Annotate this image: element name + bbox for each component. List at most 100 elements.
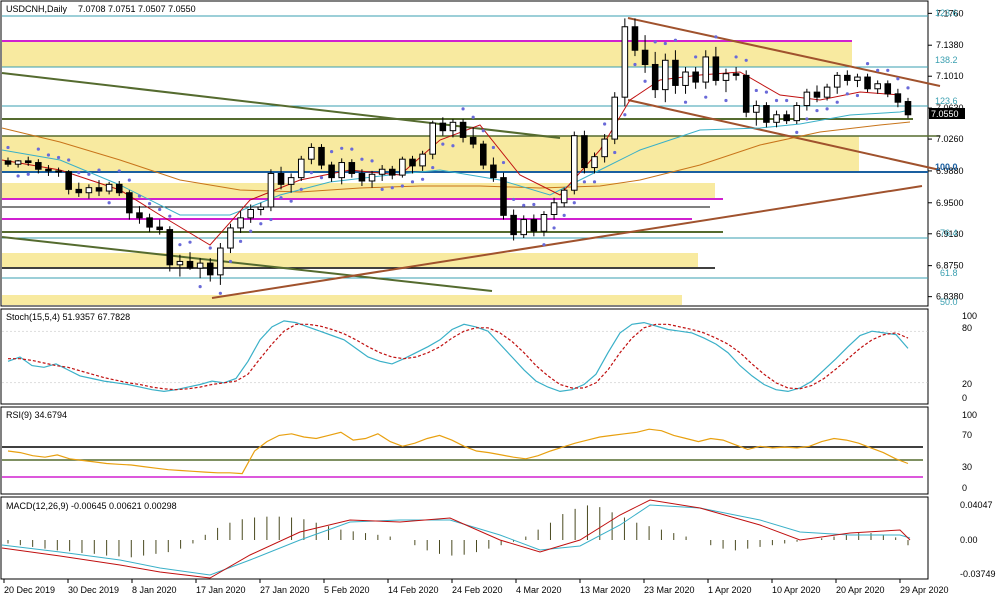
candle [126, 190, 133, 220]
time-tick-label: 17 Jan 2020 [196, 585, 246, 595]
sar-dot [795, 130, 799, 134]
candle [672, 50, 679, 94]
time-tick-label: 8 Jan 2020 [132, 585, 177, 595]
sar-dot [218, 291, 222, 295]
macd-panel[interactable] [0, 496, 929, 580]
sar-dot [410, 180, 415, 184]
candle [24, 156, 32, 166]
candle [287, 173, 295, 193]
candle [45, 165, 52, 176]
bull-candle-body [833, 74, 841, 88]
candle [500, 172, 507, 220]
bear-candle-body [206, 262, 214, 276]
candle [409, 155, 416, 174]
candle [378, 165, 386, 181]
sar-dot [653, 40, 657, 44]
time-tick-label: 20 Apr 2020 [836, 585, 885, 595]
current-price-tag [929, 108, 965, 119]
fib-zone [2, 183, 715, 199]
sar-dot [825, 107, 829, 111]
symbol-timeframe-label: USDCNH,Daily [6, 4, 68, 14]
macd-signal-line [1, 504, 911, 576]
sar-dot [117, 169, 121, 173]
sar-dot [107, 201, 111, 205]
candle [166, 226, 174, 272]
bull-candle-body [308, 146, 315, 160]
candle [308, 143, 315, 165]
sar-dot [289, 199, 293, 203]
sar-dot [603, 122, 607, 126]
sar-dot [137, 194, 142, 198]
sar-dot [77, 171, 81, 175]
candle [176, 254, 184, 277]
bull-candle-body [560, 189, 568, 204]
macd-tick: 0.04047 [960, 500, 993, 510]
bear-candle-body [459, 121, 467, 138]
fib-label: 76.4 [940, 228, 958, 238]
sar-dot [633, 62, 637, 67]
candle [338, 158, 345, 185]
time-tick-label: 5 Feb 2020 [324, 585, 370, 595]
sar-dot [896, 77, 900, 81]
sar-dot [815, 108, 819, 113]
rsi-panel[interactable] [0, 406, 929, 495]
bear-candle-body [146, 217, 153, 228]
sar-dot [552, 226, 556, 230]
bear-candle-body [35, 162, 42, 170]
sar-dot [461, 107, 465, 111]
candle [75, 182, 83, 197]
price-tick-label: 6.9500 [936, 198, 964, 208]
candles [4, 18, 912, 285]
stoch-panel[interactable] [0, 308, 929, 405]
bear-candle-body [490, 164, 497, 179]
ma-slow-line [1, 121, 911, 193]
trend-line [211, 185, 923, 299]
candle [247, 204, 254, 223]
sar-dot [97, 168, 101, 172]
sar-dot [572, 201, 576, 205]
ma-fast-line [1, 71, 901, 246]
stoch-tick: 0 [962, 393, 967, 403]
sar-dot [147, 202, 152, 206]
sar-dot [865, 62, 870, 66]
fib-zone [2, 41, 852, 67]
sar-dot [67, 158, 71, 162]
sar-dot [673, 38, 678, 42]
candle [388, 165, 396, 180]
sar-dot [360, 157, 364, 161]
candle [35, 159, 42, 174]
bull-candle-body [287, 177, 295, 185]
bull-candle-body [682, 71, 689, 86]
bear-candle-body [581, 135, 588, 169]
sar-dot [451, 144, 455, 148]
candle [682, 66, 689, 94]
macd-tick: -0.03749 [960, 569, 996, 579]
candle [156, 219, 163, 235]
candle [662, 53, 669, 103]
ma-mid-line [1, 109, 911, 216]
bear-candle-body [388, 168, 396, 176]
candle [813, 85, 821, 103]
sar-dot [724, 98, 728, 103]
bear-candle-body [692, 71, 699, 83]
stoch-tick: 80 [962, 323, 972, 333]
candle [237, 211, 244, 233]
time-tick-label: 29 Apr 2020 [900, 585, 949, 595]
candle [186, 252, 194, 270]
sar-dot [481, 129, 485, 133]
stoch-tick: 100 [962, 311, 977, 321]
macd-title: MACD(12,26,9) -0.00645 0.00621 0.00298 [6, 501, 177, 511]
sar-dot [370, 159, 374, 163]
bear-candle-body [328, 164, 335, 179]
current-price-label: 7.0550 [931, 109, 959, 119]
time-tick-label: 1 Apr 2020 [708, 585, 752, 595]
candle [85, 184, 93, 199]
sar-dot [835, 100, 839, 104]
sar-dot [198, 284, 202, 289]
candle [753, 100, 760, 126]
rsi-tick: 100 [962, 410, 977, 420]
stoch-tick: 20 [962, 379, 972, 389]
sar-dot [36, 147, 40, 151]
